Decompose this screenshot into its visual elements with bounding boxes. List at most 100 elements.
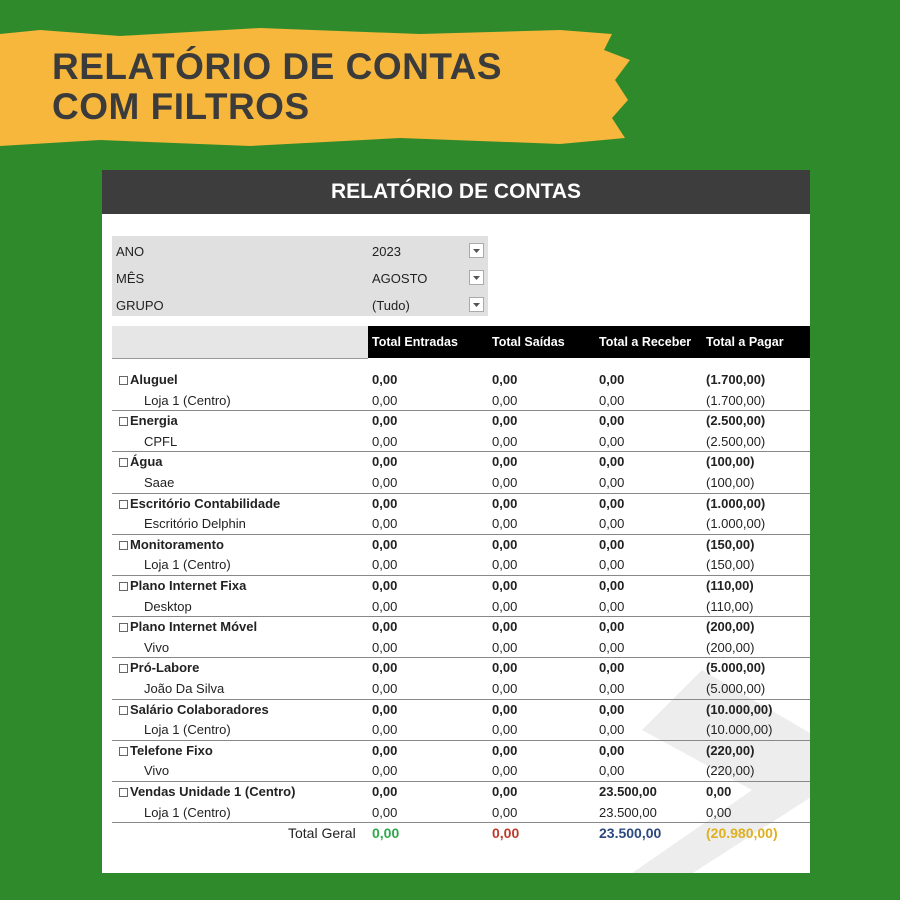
group-value: 0,00 <box>372 742 398 758</box>
column-header: Total a Receber <box>599 335 692 349</box>
row-separator <box>112 575 810 576</box>
collapse-icon <box>119 582 128 591</box>
group-label: Aluguel <box>130 372 178 387</box>
header-blank <box>112 326 368 359</box>
column-header: Total Saídas <box>492 335 565 349</box>
item-label: Loja 1 (Centro) <box>144 392 231 408</box>
item-value: 0,00 <box>492 763 518 779</box>
item-value: 0,00 <box>372 763 398 779</box>
group-value: 0,00 <box>492 578 518 593</box>
group-value: (150,00) <box>706 536 755 552</box>
item-value: 0,00 <box>372 433 398 449</box>
group-value: (2.500,00) <box>706 413 766 429</box>
item-value: (110,00) <box>706 598 754 614</box>
item-value: 0,00 <box>372 639 398 655</box>
item-value: 0,00 <box>599 557 625 573</box>
group-value: 0,00 <box>372 495 398 511</box>
group-value: 0,00 <box>599 619 625 635</box>
group-value: 0,00 <box>372 660 398 676</box>
item-value: 0,00 <box>492 557 518 573</box>
group-value: 0,00 <box>372 413 398 429</box>
filter-box <box>112 236 488 316</box>
item-value: 0,00 <box>372 598 398 614</box>
item-value: 0,00 <box>372 681 398 696</box>
item-value: 0,00 <box>599 722 625 738</box>
column-header: Total Entradas <box>372 335 458 349</box>
group-value: 0,00 <box>492 784 518 799</box>
collapse-icon <box>119 623 128 633</box>
filter-value: 2023 <box>372 244 401 259</box>
filter-dropdown[interactable] <box>469 270 484 285</box>
item-value: 0,00 <box>372 804 398 820</box>
item-value: (100,00) <box>706 475 755 490</box>
filter-label: MÊS <box>116 271 145 286</box>
group-value: 0,00 <box>599 454 625 470</box>
item-value: 0,00 <box>599 475 625 490</box>
item-value: 0,00 <box>492 722 518 738</box>
group-value: 0,00 <box>599 495 625 511</box>
filter-dropdown[interactable] <box>469 243 484 258</box>
collapse-icon <box>119 458 128 468</box>
item-value: 0,00 <box>372 475 398 490</box>
item-label: Saae <box>144 475 175 490</box>
row-separator <box>112 410 810 412</box>
item-value: 0,00 <box>599 598 625 614</box>
item-value: 0,00 <box>599 639 625 655</box>
item-label: Escritório Delphin <box>144 516 246 532</box>
item-value: 0,00 <box>599 392 625 408</box>
item-value: 0,00 <box>492 392 518 408</box>
total-value: (20.980,00) <box>706 825 778 842</box>
group-value: (10.000,00) <box>706 701 773 717</box>
item-value: 0,00 <box>372 392 398 408</box>
group-value: 0,00 <box>492 536 518 552</box>
group-value: (200,00) <box>706 619 755 635</box>
item-value: (5.000,00) <box>706 681 766 696</box>
collapse-icon <box>119 376 128 385</box>
collapse-icon <box>119 540 128 550</box>
item-value: 0,00 <box>492 804 518 820</box>
collapse-icon <box>119 746 128 756</box>
row-separator <box>112 451 810 453</box>
group-value: 0,00 <box>492 372 518 387</box>
group-label: Monitoramento <box>130 536 224 552</box>
item-value: 0,00 <box>372 557 398 573</box>
group-value: (220,00) <box>706 742 755 758</box>
item-value: 0,00 <box>492 475 518 490</box>
row-separator <box>112 739 810 741</box>
group-value: 0,00 <box>492 742 518 758</box>
item-value: 23.500,00 <box>599 804 657 820</box>
group-value: 0,00 <box>492 701 518 717</box>
group-label: Pró-Labore <box>130 660 200 676</box>
collapse-icon <box>119 499 128 509</box>
row-separator <box>112 616 810 618</box>
group-value: (110,00) <box>706 578 754 593</box>
total-label: Total Geral <box>288 825 356 842</box>
item-value: (2.500,00) <box>706 433 766 449</box>
item-value: 0,00 <box>599 433 625 449</box>
group-value: 0,00 <box>706 784 732 799</box>
row-separator <box>112 698 810 700</box>
item-label: Vivo <box>144 763 170 779</box>
group-label: Vendas Unidade 1 (Centro) <box>130 784 296 799</box>
group-label: Plano Internet Móvel <box>130 619 258 635</box>
report-title: RELATÓRIO DE CONTAS <box>330 180 582 203</box>
group-value: 0,00 <box>492 495 518 511</box>
item-value: 0,00 <box>492 681 518 696</box>
filter-dropdown[interactable] <box>469 297 484 312</box>
group-label: Escritório Contabilidade <box>130 495 281 511</box>
row-separator <box>112 533 810 535</box>
item-label: Loja 1 (Centro) <box>144 804 231 820</box>
collapse-icon <box>119 788 128 797</box>
group-value: (100,00) <box>706 454 755 470</box>
item-value: 0,00 <box>492 639 518 655</box>
group-value: 0,00 <box>372 619 398 635</box>
report-panel: RELATÓRIO DE CONTAS ANO 2023 MÊS AGOSTO GRUP… <box>102 170 810 873</box>
item-label: Desktop <box>144 598 192 614</box>
banner-brush <box>0 28 630 146</box>
group-value: 23.500,00 <box>599 784 657 799</box>
collapse-icon <box>119 417 128 427</box>
group-value: 0,00 <box>599 372 625 387</box>
item-label: Loja 1 (Centro) <box>144 722 231 738</box>
filter-label: GRUPO <box>116 298 164 313</box>
item-value: (150,00) <box>706 557 755 573</box>
